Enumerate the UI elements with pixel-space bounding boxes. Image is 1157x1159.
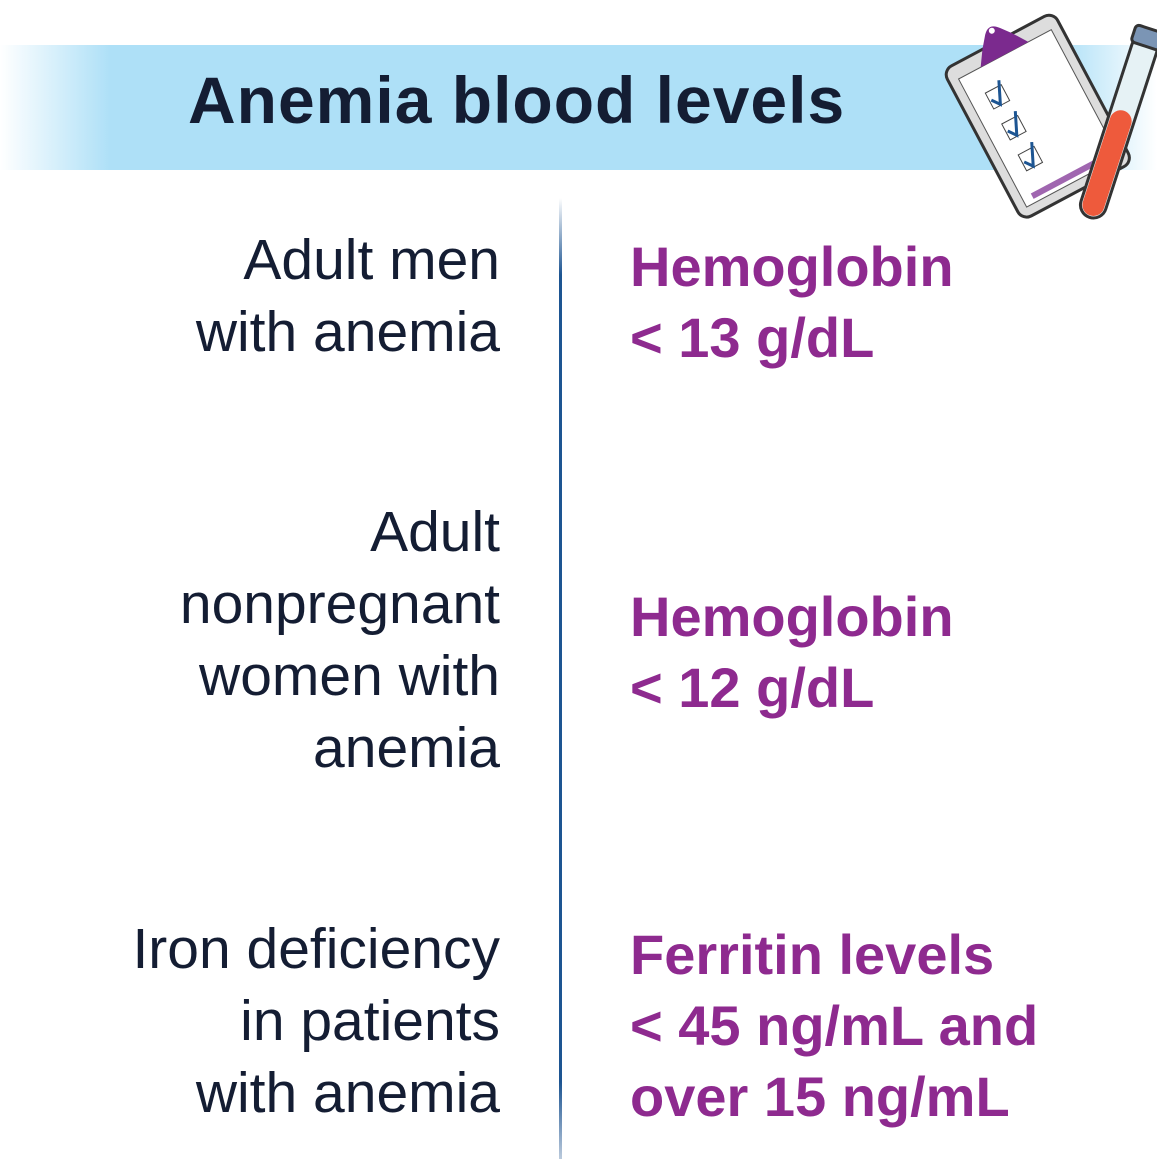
- threshold-line: < 45 ng/mL and: [630, 994, 1039, 1057]
- group-label-adult-men: Adult men with anemia: [196, 224, 500, 368]
- clipboard-test-tube-icon: [944, 13, 1157, 220]
- group-label-iron-deficiency: Iron deficiency in patients with anemia: [132, 913, 500, 1129]
- label-line: women with: [199, 644, 500, 708]
- label-line: with anemia: [195, 300, 500, 364]
- label-line: Adult: [370, 500, 500, 564]
- threshold-iron-deficiency: Ferritin levels < 45 ng/mL and over 15 n…: [630, 919, 1038, 1132]
- threshold-line: < 13 g/dL: [630, 306, 875, 369]
- threshold-line: Hemoglobin: [630, 235, 954, 298]
- threshold-line: < 12 g/dL: [630, 656, 875, 719]
- threshold-nonpregnant-women: Hemoglobin < 12 g/dL: [630, 581, 954, 723]
- label-line: nonpregnant: [179, 572, 500, 636]
- threshold-line: over 15 ng/mL: [630, 1065, 1010, 1128]
- threshold-line: Ferritin levels: [630, 923, 995, 986]
- threshold-adult-men: Hemoglobin < 13 g/dL: [630, 231, 954, 373]
- label-line: in patients: [240, 989, 500, 1053]
- column-divider: [559, 198, 562, 1159]
- page-title: Anemia blood levels: [188, 63, 846, 137]
- label-line: Iron deficiency: [132, 917, 500, 981]
- label-line: anemia: [313, 716, 500, 780]
- group-label-nonpregnant-women: Adult nonpregnant women with anemia: [180, 496, 500, 784]
- label-line: with anemia: [195, 1061, 500, 1125]
- threshold-line: Hemoglobin: [630, 585, 954, 648]
- label-line: Adult men: [243, 228, 500, 292]
